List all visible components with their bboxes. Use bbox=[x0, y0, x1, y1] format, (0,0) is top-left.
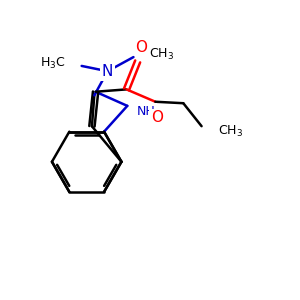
Text: CH$_3$: CH$_3$ bbox=[218, 124, 243, 139]
Text: O: O bbox=[135, 40, 147, 55]
Text: O: O bbox=[151, 110, 163, 125]
Text: NH: NH bbox=[137, 105, 155, 118]
Text: N: N bbox=[102, 64, 113, 79]
Text: H$_3$C: H$_3$C bbox=[40, 56, 65, 71]
Text: CH$_3$: CH$_3$ bbox=[149, 47, 174, 62]
